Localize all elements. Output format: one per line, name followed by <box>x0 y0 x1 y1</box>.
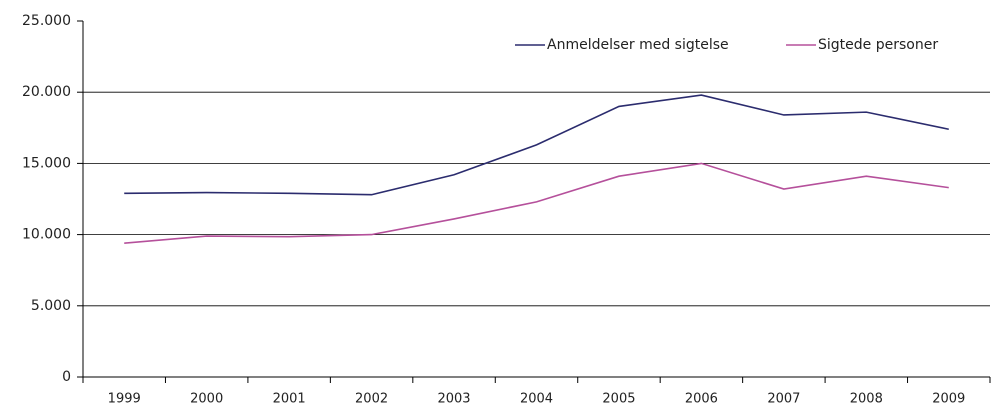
x-tick-label: 2002 <box>355 392 388 407</box>
legend-label: Anmeldelser med sigtelse <box>547 37 729 53</box>
x-tick-label: 2000 <box>190 392 223 407</box>
legend-label: Sigtede personer <box>818 37 938 53</box>
x-tick-label: 2008 <box>850 392 883 407</box>
x-tick-label: 2004 <box>520 392 553 407</box>
y-tick-label: 20.000 <box>22 84 71 100</box>
x-tick-label: 2009 <box>932 392 965 407</box>
y-tick-label: 25.000 <box>22 13 71 29</box>
x-tick-label: 2006 <box>685 392 718 407</box>
y-tick-label: 0 <box>62 369 71 385</box>
x-tick-label: 2005 <box>602 392 635 407</box>
y-tick-label: 5.000 <box>31 298 71 314</box>
series-line <box>124 94 949 196</box>
series-line <box>124 162 949 244</box>
y-tick-label: 10.000 <box>22 227 71 243</box>
x-tick-label: 2001 <box>273 392 306 407</box>
x-tick-label: 1999 <box>108 392 141 407</box>
y-tick-label: 15.000 <box>22 155 71 171</box>
x-tick-label: 2007 <box>767 392 800 407</box>
x-tick-label: 2003 <box>437 392 470 407</box>
